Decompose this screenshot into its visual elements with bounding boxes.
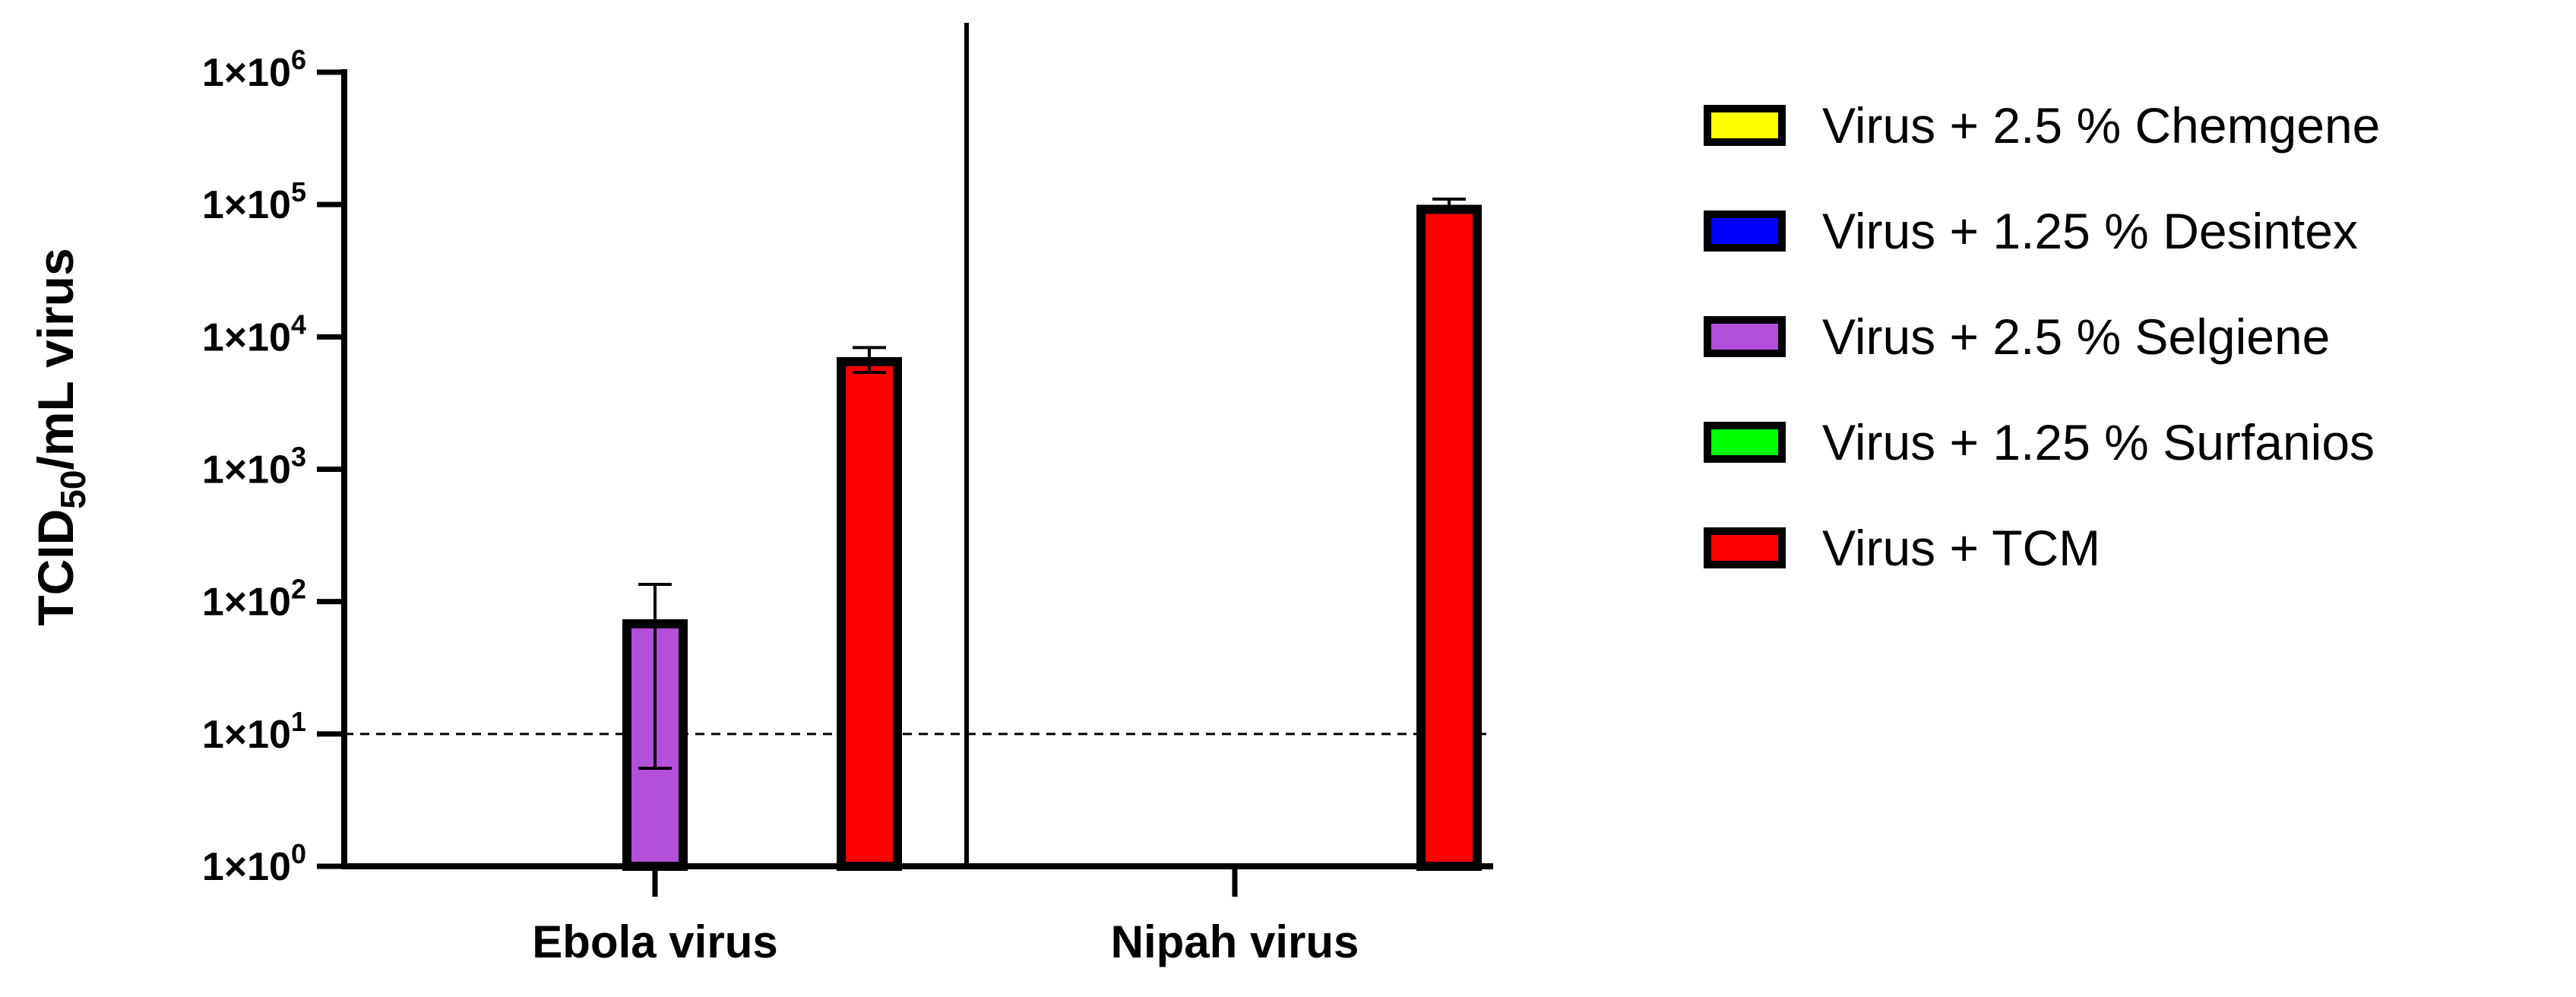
- y-tick-label: 1×100: [202, 838, 306, 889]
- legend-label: Virus + TCM: [1822, 520, 2100, 576]
- legend-label: Virus + 1.25 % Surfanios: [1822, 414, 2375, 470]
- bar: [837, 356, 902, 871]
- y-axis: 1×100 1×101 1×102 1×103 1×104 1×105 1×106: [202, 44, 347, 889]
- legend-swatch: [1704, 422, 1786, 463]
- y-tick-label: 1×102: [202, 574, 306, 625]
- y-tick-label: 1×106: [202, 44, 306, 95]
- y-tick-label: 1×103: [202, 442, 306, 492]
- y-axis-title: TCID50/mL virus: [27, 248, 93, 625]
- legend: Virus + 2.5 % Chemgene Virus + 1.25 % Des…: [1704, 97, 2380, 576]
- bar: [1416, 204, 1482, 871]
- legend-swatch: [1704, 527, 1786, 568]
- legend-label: Virus + 1.25 % Desintex: [1822, 203, 2358, 259]
- legend-label: Virus + 2.5 % Chemgene: [1822, 97, 2380, 154]
- y-tick-label: 1×104: [202, 309, 306, 359]
- y-tick-label: 1×101: [202, 706, 306, 757]
- x-axis: Ebola virus Nipah virus: [341, 863, 1493, 967]
- y-tick-label: 1×105: [202, 176, 306, 227]
- legend-swatch: [1704, 316, 1786, 357]
- legend-swatch: [1704, 210, 1786, 252]
- legend-label: Virus + 2.5 % Selgiene: [1822, 309, 2330, 365]
- y-axis-title-text: TCID50/mL virus: [27, 248, 93, 625]
- bars: [622, 197, 1482, 871]
- x-category-label: Ebola virus: [532, 916, 777, 967]
- x-category-label: Nipah virus: [1111, 916, 1359, 967]
- reference-lines: [344, 23, 1493, 866]
- legend-swatch: [1704, 105, 1786, 146]
